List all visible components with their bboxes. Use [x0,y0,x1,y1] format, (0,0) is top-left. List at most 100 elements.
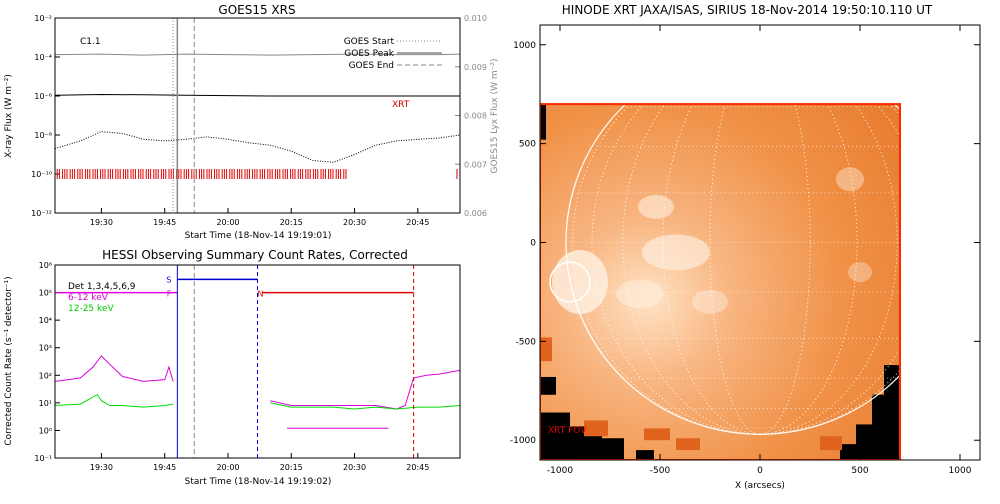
xrt-y-tick-label: 1000 [513,41,536,51]
hessi-y-tick-label: 10⁻¹ [34,454,52,463]
xrt-x-tick-label: -1000 [547,466,573,476]
xrt-dark-block [872,394,900,460]
hessi-y-tick-label: 10⁰ [39,426,52,435]
goes-x-tick-label: 20:45 [406,218,429,227]
goes-x-ticks: 19:30 19:45 20:00 20:15 20:30 20:45 [90,208,429,227]
legend-goes-end: GOES End [349,61,394,71]
hessi-title: HESSI Observing Summary Count Rates, Cor… [102,248,408,262]
goes-y-ticks: 10⁻¹² 10⁻¹⁰ 10⁻⁸ 10⁻⁶ 10⁻⁴ 10⁻² [31,14,60,218]
goes-title: GOES15 XRS [218,3,295,17]
xrt-dark-block [540,376,556,395]
goes-class-annotation: C1.1 [80,37,101,47]
hessi-y-ticks: 10⁻¹ 10⁰ 10¹ 10² 10³ 10⁴ 10⁵ 10⁶ [34,261,60,463]
xrt-longitude-line [572,50,948,435]
goes-x-tick-label: 20:00 [216,218,239,227]
xrt-series-label: XRT [392,100,410,110]
goes-y-tick-label: 10⁻⁶ [34,92,52,101]
goes-ylabel: X-ray Flux (W m⁻²) [4,74,14,158]
goes-y-tick-label-right: 0.009 [464,63,487,72]
flag-n-label: N [258,290,264,299]
goes-y-tick-label: 10⁻¹⁰ [31,170,52,179]
goes-y-tick-label: 10⁻⁸ [34,131,52,140]
legend-12-25-kev: 12-25 keV [68,304,114,314]
xrt-y-tick-label: 0 [530,239,536,249]
xrt-y-tick-label: 500 [519,140,536,150]
xrt-x-tick-label: -500 [650,466,671,476]
goes-series [55,53,460,163]
xrt-active-region [552,250,608,315]
hessi-y-tick-label: 10⁵ [39,289,52,298]
xrt-x-tick-label: 500 [851,466,868,476]
xrt-panel: HINODE XRT JAXA/ISAS, SIRIUS 18-Nov-2014… [510,3,981,491]
hessi-12-25-kev-line-late [270,402,460,410]
xrt-y-tick-label: -1000 [510,436,536,446]
xrt-active-region [642,234,710,271]
goes-x-tick-label: 20:30 [343,218,366,227]
hessi-ylabel: Corrected Count Rate (s⁻¹ detector⁻¹) [4,276,14,445]
xrt-xlabel: X (arcsecs) [735,481,785,491]
goes-x-tick-label: 20:15 [280,218,303,227]
xrt-y-tick-label: -500 [516,337,537,347]
hessi-xlabel: Start Time (18-Nov-14 19:19:02) [185,477,332,487]
xrt-flare-circle [549,261,591,303]
goes-axes-frame [54,17,461,214]
hessi-series [55,355,460,429]
hessi-6-12-kev-line-late [270,369,460,410]
xrt-dark-block [540,104,546,140]
goes-y-tick-label-right: 0.010 [464,14,487,23]
xrt-edge-block [644,428,670,441]
hessi-y-tick-label: 10⁶ [39,261,52,270]
hessi-6-12-kev-line-early [55,355,174,382]
xrt-edge-block [820,436,842,451]
hessi-panel: HESSI Observing Summary Count Rates, Cor… [4,248,461,487]
goes-legend: GOES Start GOES Peak GOES End [344,37,442,71]
goes-ylabel-right: GOES15 Lyx Flux (W m⁻²) [490,59,500,174]
hessi-y-tick-label: 10³ [39,344,52,353]
goes-y-tick-label-right: 0.007 [464,160,487,169]
goes-panel: GOES15 XRS C1.1 Start Time (18-Nov-14 19… [4,3,500,241]
hessi-x-tick-label: 20:45 [406,463,429,472]
hessi-y-tick-label: 10² [39,371,52,380]
xrt-dark-block [602,438,624,460]
xrt-axes-frame [539,24,981,461]
hessi-y-tick-label: 10¹ [39,399,52,408]
goes-y-tick-label: 10⁻¹² [31,209,52,218]
xrt-active-region [638,194,674,219]
flag-s-label: S [166,275,171,284]
goes-flux-short-line [55,131,460,163]
xrt-dark-block [856,424,872,460]
xrt-solar-limb [565,50,955,435]
hessi-axes-frame [54,264,461,459]
hessi-12-25-kev-line-early [55,393,174,408]
xrt-active-region [836,167,864,192]
xrt-edge-block [584,420,608,437]
hessi-flags: FS N [55,265,415,458]
hessi-x-tick-label: 19:45 [153,463,176,472]
hessi-x-ticks: 19:30 19:45 20:00 20:15 20:30 20:45 [90,453,429,472]
legend-detectors: Det 1,3,4,5,6,9 [68,282,136,292]
xrt-ticks: -1000 -500 0 500 1000 -1000 -500 0 500 1000 [510,25,980,476]
xrt-x-tick-label: 0 [757,466,763,476]
hessi-x-tick-label: 20:30 [343,463,366,472]
xrt-dark-block [540,412,570,427]
flag-f-label: F [167,290,172,299]
goes-y-tick-label-right: 0.008 [464,112,487,121]
xrt-edge-block [676,438,700,451]
goes-lya-line [55,53,460,56]
xrt-active-region [848,262,872,283]
goes-y-tick-label: 10⁻² [34,14,52,23]
goes-event-lines [172,18,195,213]
goes-flux-long-line [55,93,460,97]
hessi-x-tick-label: 20:00 [216,463,239,472]
xrt-dark-block [840,444,856,460]
hessi-x-tick-label: 19:30 [90,463,113,472]
legend-6-12-kev: 6-12 keV [68,293,109,303]
xrt-active-region [692,289,728,314]
goes-y-tick-label-right: 0.006 [464,209,487,218]
hessi-legend: Det 1,3,4,5,6,9 6-12 keV 12-25 keV [68,282,136,314]
xrt-title: HINODE XRT JAXA/ISAS, SIRIUS 18-Nov-2014… [562,3,933,17]
goes-xlabel: Start Time (18-Nov-14 19:19:01) [185,231,332,241]
xrt-x-tick-label: 1000 [949,466,972,476]
